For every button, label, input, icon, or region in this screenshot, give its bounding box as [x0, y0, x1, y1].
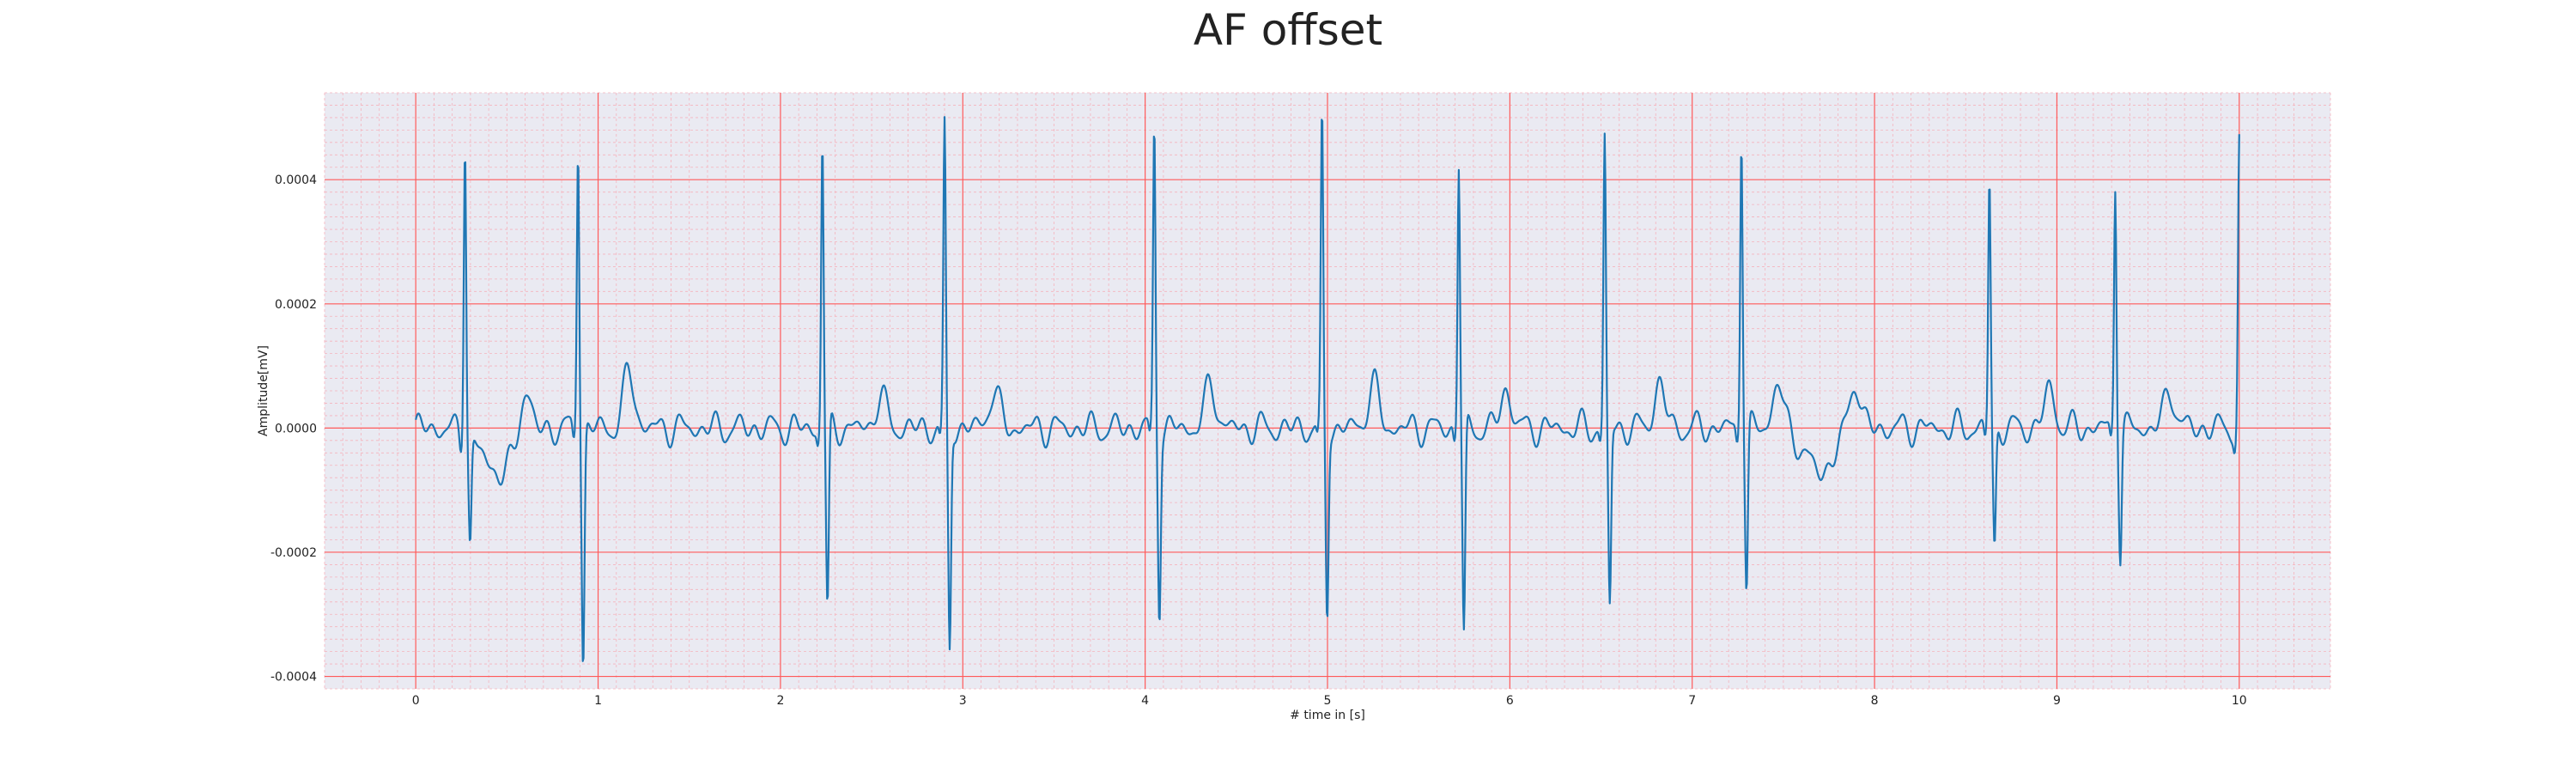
- x-tick-label: 3: [959, 694, 967, 708]
- y-tick-label: -0.0004: [270, 671, 317, 685]
- chart-title: AF offset: [1194, 5, 1382, 55]
- x-tick-label: 1: [594, 694, 602, 708]
- x-tick-label: 7: [1688, 694, 1696, 708]
- y-tick-label: -0.0002: [270, 546, 317, 560]
- y-tick-label: 0.0002: [275, 298, 317, 312]
- x-tick-label: 2: [776, 694, 784, 708]
- x-tick-label: 10: [2232, 694, 2247, 708]
- x-tick-label: 6: [1506, 694, 1514, 708]
- x-axis-label: # time in [s]: [1290, 709, 1365, 722]
- y-axis-label: Amplitude[mV]: [257, 345, 270, 436]
- y-tick-label: 0.0000: [275, 422, 317, 435]
- x-tick-label: 9: [2053, 694, 2061, 708]
- x-tick-label: 0: [412, 694, 420, 708]
- x-tick-label: 4: [1141, 694, 1149, 708]
- x-tick-labels: 0 1 2 3 4 5 6 7 8 9 10: [412, 694, 2247, 708]
- x-tick-label: 5: [1324, 694, 1332, 708]
- y-tick-label: 0.0004: [275, 173, 317, 187]
- x-tick-label: 8: [1871, 694, 1879, 708]
- y-tick-labels: -0.0004 -0.0002 0.0000 0.0002 0.0004: [270, 173, 317, 684]
